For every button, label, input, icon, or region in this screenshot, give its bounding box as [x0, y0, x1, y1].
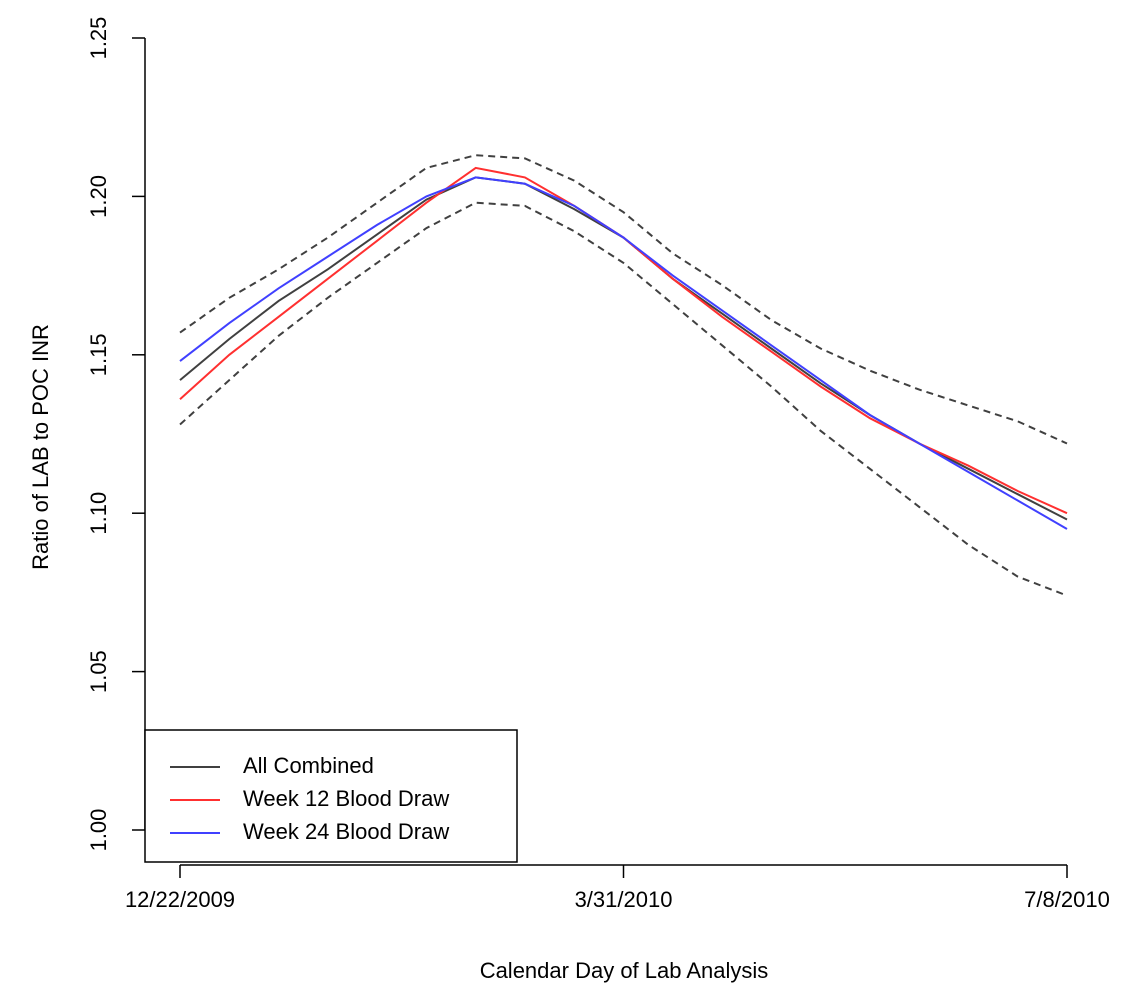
y-tick-label: 1.10 [86, 492, 111, 535]
y-tick-label: 1.25 [86, 17, 111, 60]
series-line [179, 166, 1068, 515]
legend-label: Week 12 Blood Draw [243, 786, 449, 811]
y-tick-label: 1.05 [86, 650, 111, 693]
legend-label: Week 24 Blood Draw [243, 819, 449, 844]
band-line [179, 154, 1068, 445]
series-line [179, 176, 1068, 521]
y-tick-label: 1.15 [86, 333, 111, 376]
series-line [179, 176, 1068, 530]
x-tick-label: 7/8/2010 [1024, 887, 1110, 912]
y-tick-label: 1.00 [86, 809, 111, 852]
x-tick-label: 12/22/2009 [125, 887, 235, 912]
y-axis-label: Ratio of LAB to POC INR [28, 324, 53, 570]
band-line [179, 201, 1068, 597]
x-axis-label: Calendar Day of Lab Analysis [480, 958, 769, 983]
x-tick-label: 3/31/2010 [575, 887, 673, 912]
legend-box [144, 729, 518, 863]
y-tick-label: 1.20 [86, 175, 111, 218]
legend-label: All Combined [243, 753, 374, 778]
